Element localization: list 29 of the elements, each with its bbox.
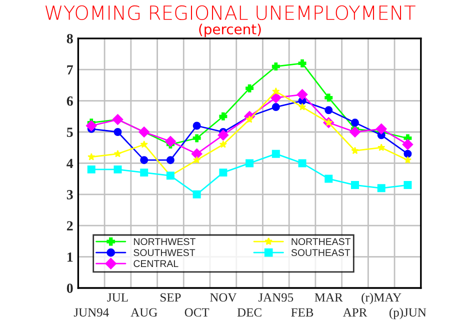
x-tick-label: (r)MAY <box>362 292 402 304</box>
x-tick-label: SEP <box>160 293 181 302</box>
y-tick-label: 6 <box>66 96 73 106</box>
x-tick-label: JUN94 <box>74 308 109 317</box>
y-tick-label: 2 <box>66 221 73 230</box>
x-tick-label: MAR <box>314 293 343 302</box>
x-tick-label: FEB <box>291 308 314 317</box>
y-tick-label: 1 <box>68 252 73 262</box>
y-tick-label: 0 <box>66 284 73 293</box>
y-tick-label: 3 <box>66 190 73 200</box>
chart-title: WYOMING REGIONAL UNEMPLOYMENT <box>45 5 416 20</box>
x-tick-label: OCT <box>184 308 210 317</box>
x-tick-label: AUG <box>130 308 158 317</box>
legend-label: NORTHEAST <box>292 238 351 246</box>
x-tick-label: (p)JUN <box>390 308 426 320</box>
legend-label: SOUTHEAST <box>291 249 350 256</box>
x-tick-label: JAN95 <box>258 293 294 302</box>
legend-label: SOUTHWEST <box>134 249 196 256</box>
x-tick-label: DEC <box>237 308 262 317</box>
y-tick-label: 4 <box>66 158 74 168</box>
legend-label: CENTRAL <box>134 260 178 268</box>
legend-label: NORTHWEST <box>134 238 196 246</box>
x-tick-label: APR <box>342 308 368 317</box>
chart-subtitle: (percent) <box>199 24 261 38</box>
y-tick-label: 8 <box>66 34 73 44</box>
x-tick-label: JUL <box>107 293 128 302</box>
y-tick-label: 5 <box>66 128 73 137</box>
y-tick-label: 7 <box>67 65 73 74</box>
x-tick-label: NOV <box>210 293 237 302</box>
